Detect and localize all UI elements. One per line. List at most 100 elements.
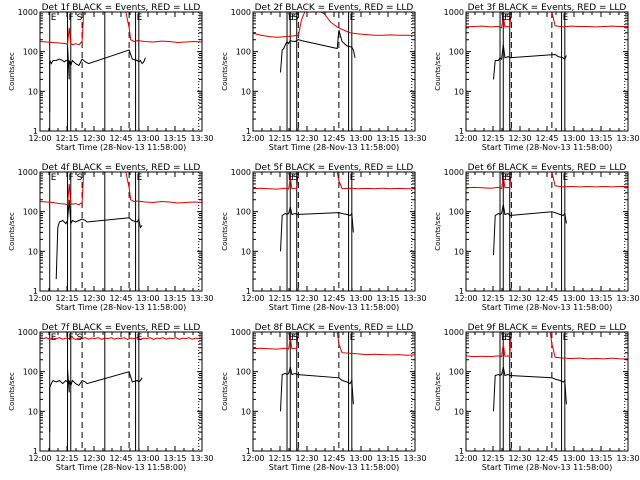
panel-title: Det 7f BLACK = Events, RED = LLD	[42, 323, 201, 333]
series-lld-line	[40, 172, 202, 206]
y-tick-label: 100	[449, 368, 464, 377]
event-marker-f: F	[291, 173, 296, 183]
x-tick-label: 12:30	[82, 294, 105, 303]
plot-frame	[465, 171, 629, 292]
panel-1: Det 1f BLACK = Events, RED = LLD 1 10 100 10…	[8, 3, 214, 152]
x-tick-label: 12:00	[241, 134, 264, 143]
series-lld-line	[466, 332, 628, 360]
event-marker-e: E	[350, 333, 356, 343]
x-tick-label: 13:00	[136, 454, 159, 463]
x-axis-label: Start Time (28-Nov-13 11:58:00)	[56, 463, 186, 472]
plot-frame	[465, 11, 629, 132]
event-marker-f: F	[504, 13, 509, 23]
x-tick-label: 12:15	[481, 454, 504, 463]
event-marker-e: E	[288, 13, 294, 23]
panel-5: Det 5f BLACK = Events, RED = LLD 1 10 100 10…	[221, 163, 427, 312]
series-lld-line	[40, 337, 202, 340]
series-events-line	[280, 206, 354, 252]
y-tick-label: 10	[28, 247, 38, 256]
plot-frame	[252, 11, 416, 132]
event-marker-f: F	[69, 333, 74, 343]
y-tick-label: 1	[33, 127, 38, 136]
x-tick-label: 13:15	[589, 134, 612, 143]
x-tick-label: 13:15	[376, 134, 399, 143]
event-marker-e: E	[350, 173, 356, 183]
y-tick-label: 1000	[444, 8, 464, 17]
x-tick-label: 13:00	[136, 294, 159, 303]
x-tick-label: 12:45	[322, 134, 345, 143]
x-tick-label: 13:15	[376, 454, 399, 463]
x-axis-label: Start Time (28-Nov-13 11:58:00)	[269, 303, 399, 312]
y-axis-label: Counts/sec	[8, 212, 16, 251]
panel-title: Det 8f BLACK = Events, RED = LLD	[255, 323, 414, 333]
event-marker-s: S	[293, 13, 299, 23]
event-marker-f: F	[291, 13, 296, 23]
x-tick-label: 13:30	[616, 294, 639, 303]
panel-8: Det 8f BLACK = Events, RED = LLD 1 10 100 10…	[221, 323, 427, 472]
panel-6: Det 6f BLACK = Events, RED = LLD 1 10 100 10…	[434, 163, 640, 312]
x-axis-label: Start Time (28-Nov-13 11:58:00)	[482, 303, 612, 312]
x-tick-label: 12:00	[28, 294, 51, 303]
panel-title: Det 2f BLACK = Events, RED = LLD	[255, 3, 414, 13]
x-tick-label: 12:00	[454, 294, 477, 303]
y-tick-label: 1	[33, 447, 38, 456]
panel-title: Det 3f BLACK = Events, RED = LLD	[468, 3, 627, 13]
x-tick-label: 13:30	[616, 134, 639, 143]
y-tick-label: 1000	[231, 168, 251, 177]
plot-frame	[252, 331, 416, 452]
x-tick-label: 12:45	[322, 294, 345, 303]
x-tick-label: 13:30	[403, 454, 426, 463]
event-marker-e: E	[137, 13, 143, 23]
y-axis-label: Counts/sec	[8, 372, 16, 411]
event-marker-s: S	[77, 13, 83, 23]
x-tick-label: 12:15	[268, 294, 291, 303]
y-tick-label: 1000	[18, 168, 38, 177]
y-tick-label: 100	[23, 368, 38, 377]
event-marker-s: S	[506, 333, 512, 343]
y-tick-label: 1	[246, 287, 251, 296]
panel-2: Det 2f BLACK = Events, RED = LLD 1 10 100 10…	[221, 3, 427, 152]
x-tick-label: 13:00	[562, 454, 585, 463]
y-axis-label: Counts/sec	[434, 52, 442, 91]
event-marker-s: S	[77, 333, 83, 343]
y-tick-label: 100	[236, 208, 251, 217]
series-events-line	[280, 29, 356, 73]
y-tick-label: 100	[449, 208, 464, 217]
series-events-line	[493, 204, 567, 256]
event-marker-e: E	[563, 333, 569, 343]
x-tick-label: 13:00	[349, 294, 372, 303]
y-tick-label: 100	[23, 208, 38, 217]
series-events-line	[493, 44, 567, 80]
x-tick-label: 13:15	[589, 454, 612, 463]
event-marker-f: F	[291, 333, 296, 343]
event-marker-e: E	[51, 13, 57, 23]
event-marker-e: E	[51, 333, 57, 343]
x-tick-label: 12:30	[295, 134, 318, 143]
event-marker-e: E	[563, 173, 569, 183]
y-tick-label: 1	[459, 447, 464, 456]
x-tick-label: 12:15	[481, 294, 504, 303]
series-lld-line	[253, 172, 415, 190]
x-tick-label: 12:30	[508, 134, 531, 143]
x-tick-label: 12:45	[535, 454, 558, 463]
event-marker-e: E	[350, 13, 356, 23]
panel-3: Det 3f BLACK = Events, RED = LLD 1 10 100 10…	[434, 3, 640, 152]
y-tick-label: 1000	[444, 328, 464, 337]
x-tick-label: 13:15	[163, 294, 186, 303]
y-tick-label: 10	[454, 247, 464, 256]
event-marker-e: E	[501, 333, 507, 343]
x-tick-label: 12:00	[241, 454, 264, 463]
x-tick-label: 12:00	[454, 454, 477, 463]
x-tick-label: 13:15	[163, 134, 186, 143]
y-tick-label: 10	[28, 407, 38, 416]
y-tick-label: 1	[246, 447, 251, 456]
x-tick-label: 12:15	[268, 454, 291, 463]
series-lld-line	[466, 12, 628, 29]
y-tick-label: 10	[241, 87, 251, 96]
y-tick-label: 1000	[18, 8, 38, 17]
series-events-line	[280, 366, 354, 412]
x-tick-label: 13:15	[163, 454, 186, 463]
series-lld-line	[253, 12, 415, 38]
event-marker-e: E	[51, 173, 57, 183]
